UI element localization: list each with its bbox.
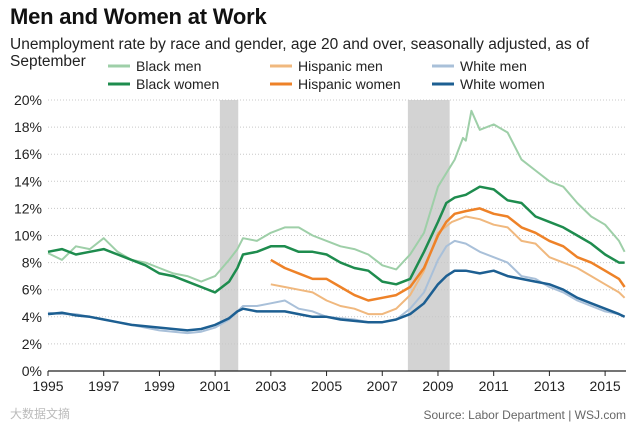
- legend-label-white-men: White men: [460, 58, 527, 74]
- series-line-white-women: [47, 269, 626, 332]
- series-line-black-men: [47, 109, 626, 283]
- y-tick-label: 6%: [22, 282, 42, 298]
- y-tick-label: 12%: [14, 200, 42, 216]
- y-tick-label: 20%: [14, 92, 42, 108]
- chart-title: Men and Women at Work: [10, 4, 267, 29]
- y-tick-label: 8%: [22, 255, 42, 271]
- x-tick-label: 2001: [200, 378, 231, 394]
- x-tick-label: 2007: [367, 378, 398, 394]
- x-tick-label: 2013: [534, 378, 565, 394]
- y-tick-label: 14%: [14, 173, 42, 189]
- recession-band-0: [219, 100, 239, 371]
- series-line-hispanic-men: [270, 215, 626, 316]
- legend-label-white-women: White women: [460, 76, 545, 92]
- legend-label-hispanic-women: Hispanic women: [298, 76, 401, 92]
- chart-subtitle: Unemployment rate by race and gender, ag…: [10, 36, 590, 70]
- y-tick-label: 4%: [22, 309, 42, 325]
- x-tick-label: 2009: [422, 378, 453, 394]
- legend-label-black-women: Black women: [136, 76, 219, 92]
- series-line-black-women: [47, 185, 625, 294]
- x-tick-label: 2015: [590, 378, 621, 394]
- x-tick-label: 2003: [255, 378, 286, 394]
- legend-label-black-men: Black men: [136, 58, 201, 74]
- y-tick-label: 0%: [22, 363, 42, 379]
- x-tick-label: 2011: [479, 378, 509, 394]
- x-tick-label: 2005: [311, 378, 342, 394]
- legend-label-hispanic-men: Hispanic men: [298, 58, 383, 74]
- series-line-hispanic-women: [270, 207, 626, 302]
- x-tick-label: 1997: [88, 378, 119, 394]
- y-tick-label: 18%: [14, 119, 42, 135]
- source-note: Source: Labor Department | WSJ.com: [423, 408, 626, 422]
- y-tick-label: 2%: [22, 336, 42, 352]
- y-tick-label: 16%: [14, 146, 42, 162]
- series-line-white-men: [47, 239, 626, 335]
- y-tick-label: 10%: [14, 228, 42, 244]
- watermark-text: 大数据文摘: [10, 407, 71, 421]
- x-tick-label: 1995: [32, 378, 63, 394]
- x-tick-label: 1999: [144, 378, 175, 394]
